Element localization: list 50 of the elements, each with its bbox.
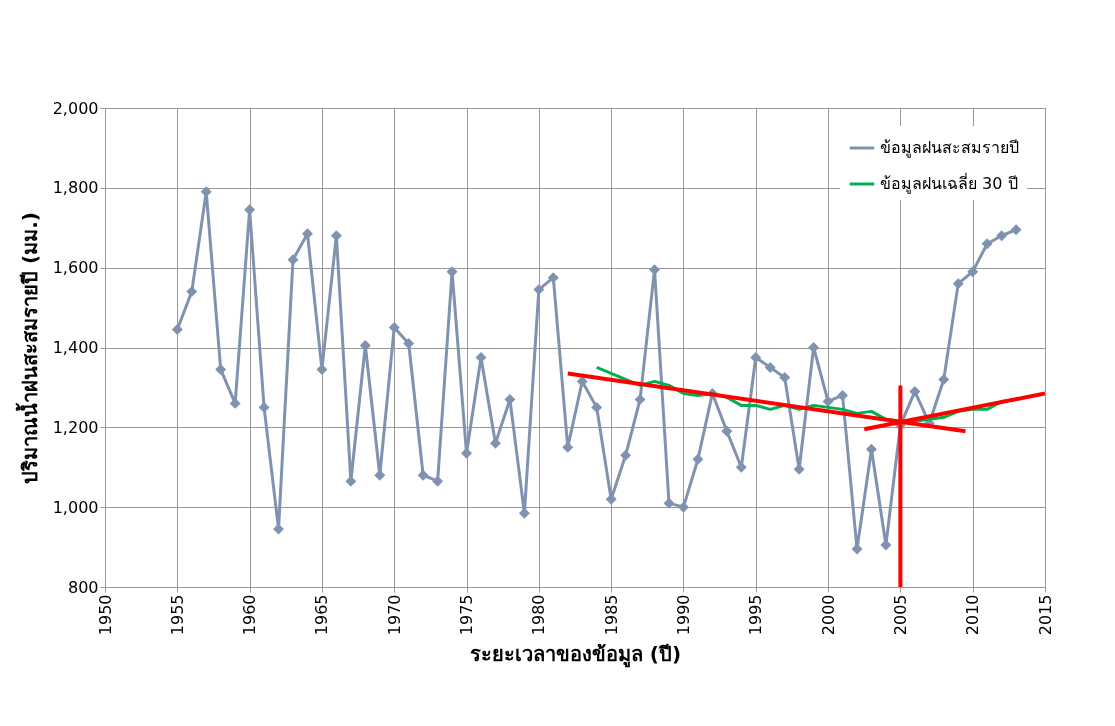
- point: [186, 286, 198, 298]
- y-tick-label: 1,000: [52, 497, 99, 517]
- point: [981, 238, 993, 250]
- point: [547, 272, 559, 284]
- y-tick-label: 1,800: [52, 178, 99, 198]
- point: [417, 469, 429, 481]
- point: [359, 340, 371, 351]
- y-tick-label: 1,200: [52, 417, 99, 437]
- point: [808, 342, 820, 353]
- x-tick-label: 1990: [673, 594, 693, 636]
- point: [692, 453, 704, 465]
- legend-label: ข้อมูลฝนเฉลี่ย 30 ปี: [880, 172, 1018, 194]
- x-tick-label: 2010: [963, 594, 983, 636]
- point: [764, 361, 776, 373]
- x-tick-label: 1965: [312, 594, 332, 636]
- point: [591, 401, 603, 413]
- point: [634, 393, 646, 405]
- x-tick-label: 1955: [167, 594, 187, 636]
- x-tick-label: 2005: [890, 594, 910, 636]
- point: [750, 352, 762, 363]
- point: [837, 389, 849, 401]
- y-tick-label: 2,000: [52, 98, 99, 118]
- point: [822, 395, 834, 407]
- y-axis-title: ปริมาณน้ำฝนสะสมรายปี (มม.): [14, 212, 42, 484]
- point: [432, 475, 444, 487]
- point: [909, 385, 921, 397]
- x-tick-label: 1960: [240, 594, 260, 636]
- point: [1010, 224, 1022, 236]
- y-tick-label: 800: [67, 577, 99, 597]
- y-tick-label: 1,600: [52, 258, 99, 278]
- x-tick-label: 1975: [457, 594, 477, 636]
- point: [403, 338, 415, 349]
- x-tick-label: 1995: [746, 594, 766, 636]
- x-tick-label: 1950: [95, 594, 115, 636]
- point: [171, 324, 183, 336]
- point: [779, 371, 791, 383]
- point: [721, 425, 733, 437]
- x-tick-label: 1980: [529, 594, 549, 636]
- point: [215, 363, 227, 375]
- x-tick-label: 2015: [1035, 594, 1055, 636]
- point: [996, 230, 1008, 242]
- point: [620, 449, 632, 461]
- point: [967, 266, 979, 278]
- x-tick-label: 2000: [818, 594, 838, 636]
- point: [677, 501, 689, 513]
- x-tick-label: 1970: [384, 594, 404, 636]
- legend-label: ข้อมูลฝนสะสมรายปี: [880, 138, 1019, 158]
- y-tick-label: 1,400: [52, 338, 99, 357]
- x-axis-title: ระยะเวลาของข้อมูล (ปี): [469, 642, 682, 669]
- x-tick-label: 1985: [601, 594, 621, 636]
